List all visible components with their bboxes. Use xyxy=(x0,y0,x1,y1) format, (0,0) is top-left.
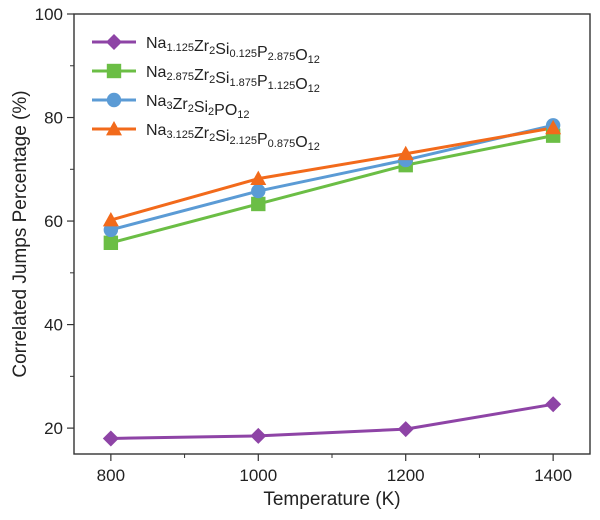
data-point-series-1 xyxy=(102,430,119,447)
data-point-series-1 xyxy=(545,396,562,413)
x-tick-label: 1000 xyxy=(239,466,277,485)
x-tick-label: 800 xyxy=(97,466,125,485)
data-point-series-4 xyxy=(250,170,267,186)
series-line-3 xyxy=(110,123,554,232)
data-point-series-2 xyxy=(251,196,266,212)
legend-label-3: Na3Zr2Si2PO12 xyxy=(146,93,250,121)
data-point-series-2 xyxy=(103,235,119,250)
axis-ticks: 800 1000 1200 1400 20 40 60 80 100 xyxy=(35,5,572,485)
y-tick-label: 80 xyxy=(44,109,63,128)
legend-marker-1 xyxy=(106,34,122,50)
legend-marker-2 xyxy=(106,63,122,79)
data-point-series-4 xyxy=(545,119,562,135)
y-tick-label: 100 xyxy=(35,5,63,24)
series-markers xyxy=(102,118,562,447)
series-line-1 xyxy=(110,402,554,440)
y-tick-label: 60 xyxy=(44,212,63,231)
legend-label-1: Na1.125Zr2Si0.125P2.875O12 xyxy=(146,35,320,66)
x-tick-label: 1400 xyxy=(534,466,572,485)
data-point-series-1 xyxy=(250,427,267,444)
x-axis-title: Temperature (K) xyxy=(263,489,400,510)
legend-marker-3 xyxy=(106,92,122,108)
data-point-series-1 xyxy=(397,421,414,438)
data-point-series-4 xyxy=(397,145,414,161)
legend-label-4: Na3.125Zr2Si2.125P0.875O12 xyxy=(146,122,320,153)
legend-label-2: Na2.875Zr2Si1.875P1.125O12 xyxy=(146,64,320,95)
series-lines xyxy=(110,123,554,440)
series-line-2 xyxy=(110,134,554,245)
data-point-series-4 xyxy=(102,212,119,227)
x-tick-label: 1200 xyxy=(387,466,425,485)
data-point-series-3 xyxy=(251,183,266,199)
y-tick-label: 40 xyxy=(44,316,63,335)
y-axis-title: Correlated Jumps Percentage (%) xyxy=(10,90,31,377)
legend: Na1.125Zr2Si0.125P2.875O12Na2.875Zr2Si1.… xyxy=(92,34,320,153)
y-tick-label: 20 xyxy=(44,419,63,438)
series-line-4 xyxy=(110,126,554,222)
legend-marker-4 xyxy=(106,121,122,136)
